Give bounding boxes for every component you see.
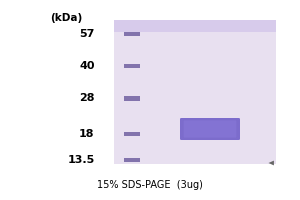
Text: 28: 28 <box>79 93 94 103</box>
Text: (kDa): (kDa) <box>50 13 82 23</box>
Text: 13.5: 13.5 <box>67 155 94 165</box>
FancyBboxPatch shape <box>184 120 236 138</box>
Text: 57: 57 <box>79 29 94 39</box>
FancyBboxPatch shape <box>180 118 240 140</box>
Bar <box>124 32 140 36</box>
Bar <box>124 96 140 100</box>
Bar <box>124 132 140 136</box>
Bar <box>124 158 140 162</box>
Text: 18: 18 <box>79 129 94 139</box>
Bar <box>114 20 276 32</box>
Text: 15% SDS-PAGE  (3ug): 15% SDS-PAGE (3ug) <box>97 180 203 190</box>
Bar <box>114 20 276 164</box>
Polygon shape <box>268 161 274 165</box>
Bar <box>124 64 140 68</box>
Text: 40: 40 <box>79 61 94 71</box>
